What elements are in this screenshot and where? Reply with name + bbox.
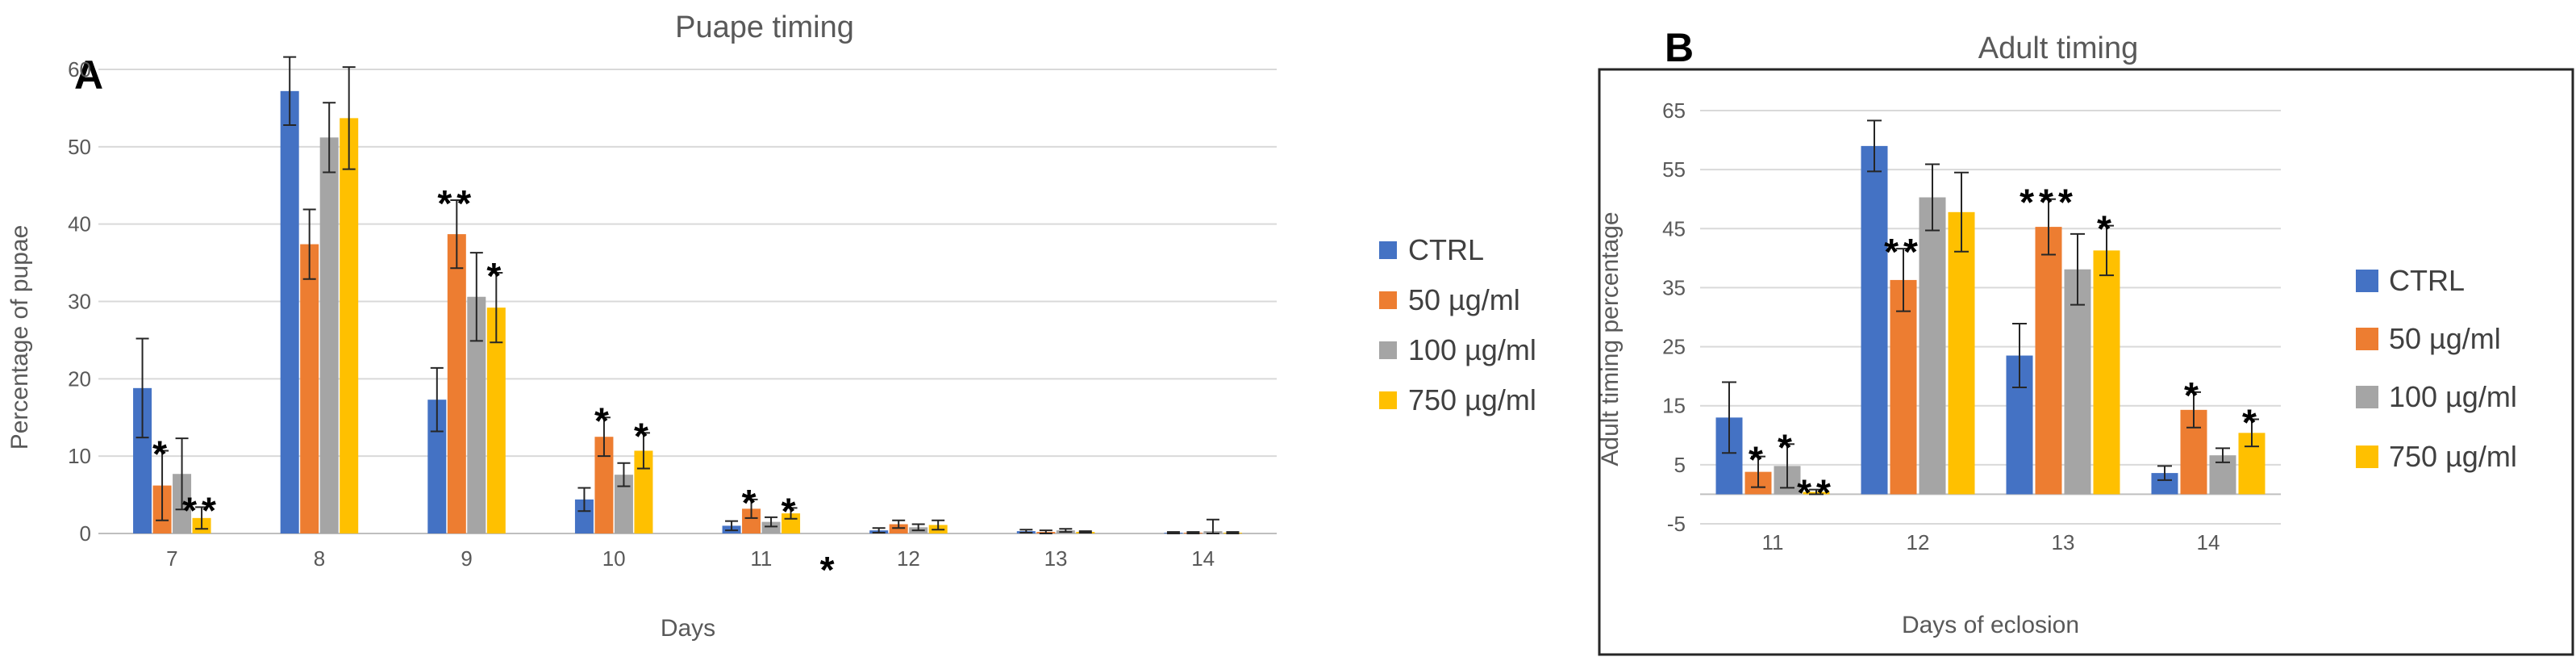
- x-tick-label: 11: [1762, 530, 1784, 554]
- bar: [427, 400, 447, 533]
- legend-swatch: [2356, 386, 2378, 408]
- y-tick-label: 45: [1662, 216, 1686, 241]
- significance-marker: *: [2242, 402, 2261, 444]
- significance-marker: **: [437, 182, 476, 224]
- legend-swatch: [1379, 241, 1397, 259]
- bar: [1948, 211, 1975, 495]
- bar: [594, 437, 614, 533]
- bar: [300, 244, 319, 533]
- x-tick-label: 7: [166, 546, 177, 571]
- panel-a-y-axis-label: Percentage of pupae: [6, 225, 33, 450]
- y-tick-label: 35: [1662, 275, 1686, 299]
- x-tick-label: 8: [314, 546, 325, 571]
- legend-swatch: [2356, 270, 2378, 292]
- bar: [742, 508, 761, 533]
- legend-swatch: [2356, 446, 2378, 468]
- y-tick-label: 65: [1662, 98, 1686, 123]
- y-tick-label: 25: [1662, 335, 1686, 359]
- panel-a-label: A: [74, 52, 103, 98]
- panel-b-label: B: [1665, 25, 1694, 70]
- significance-marker: *: [742, 482, 761, 524]
- panel-b-x-axis-label: Days of eclosion: [1902, 612, 2079, 638]
- significance-marker: **: [182, 489, 221, 531]
- significance-marker: *: [1778, 426, 1797, 468]
- y-tick-label: 20: [68, 366, 91, 391]
- x-tick-label: 12: [897, 546, 920, 571]
- significance-marker: *: [1749, 439, 1768, 481]
- legend-label: CTRL: [2389, 264, 2465, 297]
- legend-label: 750 µg/ml: [1408, 383, 1536, 416]
- y-tick-label: 5: [1674, 453, 1686, 477]
- legend-swatch: [1379, 341, 1397, 359]
- x-tick-label: 14: [2197, 530, 2220, 554]
- bar: [1861, 145, 1888, 495]
- significance-marker: *: [634, 415, 653, 457]
- legend-label: 750 µg/ml: [2389, 440, 2517, 473]
- x-tick-label: 13: [1044, 546, 1068, 571]
- significance-marker: *: [2184, 374, 2203, 416]
- bar: [1890, 279, 1917, 495]
- legend-label: 50 µg/ml: [1408, 283, 1520, 316]
- y-tick-label: 50: [68, 135, 91, 159]
- x-tick-label: 9: [461, 546, 472, 571]
- bar: [2093, 250, 2120, 495]
- significance-marker: **: [1884, 231, 1923, 273]
- bar: [634, 450, 653, 533]
- bar: [2035, 227, 2062, 495]
- legend-label: 50 µg/ml: [2389, 322, 2501, 355]
- bar: [467, 296, 486, 533]
- bar: [340, 118, 359, 533]
- significance-marker: *: [486, 255, 506, 297]
- panel-b-title: Adult timing: [1978, 31, 2139, 65]
- bar: [2064, 269, 2091, 495]
- bar: [319, 137, 339, 534]
- bar: [761, 521, 781, 533]
- y-tick-label: 60: [68, 57, 91, 82]
- y-tick-label: 0: [80, 521, 91, 546]
- x-tick-label: 12: [1907, 530, 1930, 554]
- y-tick-label: -5: [1667, 512, 1686, 536]
- bar: [486, 307, 506, 533]
- y-tick-label: 10: [68, 444, 91, 468]
- significance-marker: *: [2097, 208, 2116, 250]
- y-tick-label: 30: [68, 290, 91, 314]
- bar: [280, 90, 299, 534]
- bar: [133, 387, 152, 533]
- bar: [1919, 197, 1946, 495]
- panel-b-frame: [1598, 68, 2574, 656]
- x-tick-label: 10: [602, 546, 626, 571]
- significance-marker: *: [782, 490, 801, 532]
- legend-label: CTRL: [1408, 233, 1484, 266]
- legend-swatch: [1379, 391, 1397, 409]
- y-tick-label: 15: [1662, 394, 1686, 418]
- y-tick-label: 55: [1662, 157, 1686, 182]
- bar: [447, 234, 466, 533]
- significance-marker: ***: [2020, 182, 2078, 224]
- y-tick-label: 40: [68, 212, 91, 236]
- panel-a-x-axis-label: Days: [661, 615, 715, 642]
- x-tick-label: 11: [750, 546, 772, 571]
- bar: [574, 499, 594, 533]
- legend-swatch: [1379, 291, 1397, 309]
- bar: [614, 475, 633, 533]
- panel-b-y-axis-label: Adult timing percentage: [1597, 211, 1624, 466]
- significance-marker: *: [820, 549, 840, 591]
- x-tick-label: 13: [2052, 530, 2075, 554]
- legend-swatch: [2356, 328, 2378, 350]
- significance-marker: **: [1797, 472, 1836, 514]
- panel-a-title: Puape timing: [675, 10, 854, 44]
- legend-label: 100 µg/ml: [2389, 380, 2517, 413]
- significance-marker: *: [594, 400, 614, 441]
- significance-marker: *: [152, 433, 172, 475]
- x-tick-label: 14: [1191, 546, 1215, 571]
- legend-label: 100 µg/ml: [1408, 333, 1536, 366]
